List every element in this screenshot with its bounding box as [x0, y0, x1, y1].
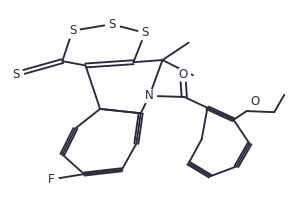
Text: F: F: [47, 173, 54, 186]
Text: S: S: [69, 24, 76, 37]
Text: S: S: [108, 18, 115, 31]
Text: S: S: [141, 26, 149, 39]
Text: N: N: [145, 89, 154, 102]
Text: S: S: [12, 68, 20, 81]
Text: O: O: [178, 68, 188, 81]
Text: O: O: [251, 95, 260, 108]
